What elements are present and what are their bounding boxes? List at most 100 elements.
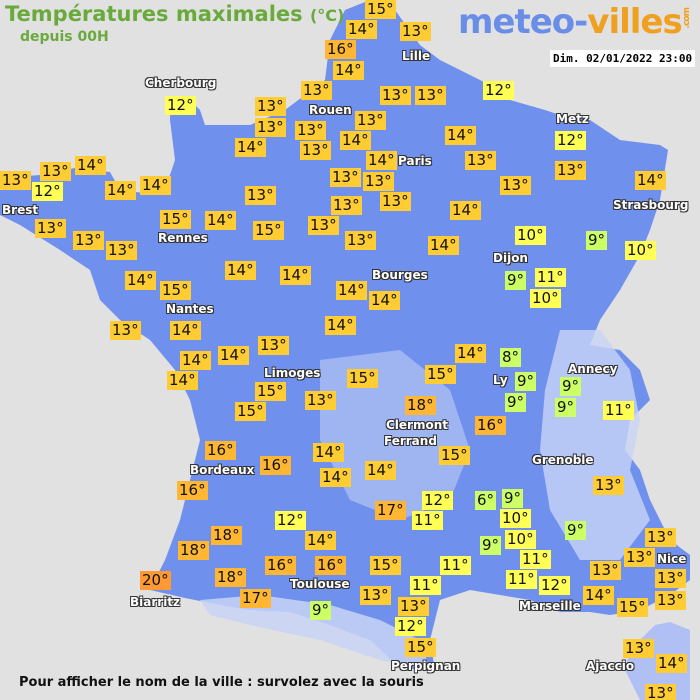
temperature-label[interactable]: 13° xyxy=(301,81,332,100)
temperature-label[interactable]: 9° xyxy=(555,398,577,417)
temperature-label[interactable]: 14° xyxy=(75,156,106,175)
temperature-label[interactable]: 16° xyxy=(325,40,356,59)
temperature-label[interactable]: 11° xyxy=(412,511,443,530)
temperature-label[interactable]: 13° xyxy=(398,597,429,616)
temperature-label[interactable]: 15° xyxy=(347,369,378,388)
temperature-label[interactable]: 14° xyxy=(218,346,249,365)
temperature-label[interactable]: 15° xyxy=(405,638,436,657)
temperature-label[interactable]: 14° xyxy=(428,236,459,255)
temperature-label[interactable]: 16° xyxy=(265,556,296,575)
temperature-label[interactable]: 13° xyxy=(415,86,446,105)
temperature-label[interactable]: 15° xyxy=(255,382,286,401)
temperature-label[interactable]: 13° xyxy=(106,241,137,260)
temperature-label[interactable]: 13° xyxy=(73,231,104,250)
temperature-label[interactable]: 14° xyxy=(125,271,156,290)
temperature-label[interactable]: 15° xyxy=(365,0,396,19)
temperature-label[interactable]: 14° xyxy=(346,20,377,39)
temperature-label[interactable]: 9° xyxy=(505,271,527,290)
temperature-label[interactable]: 12° xyxy=(165,96,196,115)
temperature-label[interactable]: 14° xyxy=(180,351,211,370)
temperature-label[interactable]: 6° xyxy=(475,491,497,510)
temperature-label[interactable]: 13° xyxy=(623,639,654,658)
temperature-label[interactable]: 15° xyxy=(160,210,191,229)
temperature-label[interactable]: 13° xyxy=(555,161,586,180)
temperature-label[interactable]: 14° xyxy=(340,131,371,150)
temperature-label[interactable]: 16° xyxy=(260,456,291,475)
temperature-label[interactable]: 9° xyxy=(480,536,502,555)
temperature-label[interactable]: 12° xyxy=(395,617,426,636)
temperature-label[interactable]: 15° xyxy=(370,556,401,575)
temperature-label[interactable]: 14° xyxy=(325,316,356,335)
temperature-label[interactable]: 13° xyxy=(655,591,686,610)
temperature-label[interactable]: 17° xyxy=(375,501,406,520)
temperature-label[interactable]: 20° xyxy=(140,571,171,590)
temperature-label[interactable]: 13° xyxy=(590,561,621,580)
temperature-label[interactable]: 12° xyxy=(275,511,306,530)
temperature-label[interactable]: 16° xyxy=(205,441,236,460)
temperature-label[interactable]: 15° xyxy=(425,365,456,384)
temperature-label[interactable]: 9° xyxy=(310,601,332,620)
temperature-label[interactable]: 13° xyxy=(330,168,361,187)
temperature-label[interactable]: 14° xyxy=(313,443,344,462)
temperature-label[interactable]: 13° xyxy=(255,97,286,116)
temperature-label[interactable]: 15° xyxy=(160,281,191,300)
temperature-label[interactable]: 13° xyxy=(400,22,431,41)
temperature-label[interactable]: 13° xyxy=(0,171,31,190)
temperature-label[interactable]: 14° xyxy=(635,171,666,190)
temperature-label[interactable]: 17° xyxy=(240,589,271,608)
temperature-label[interactable]: 14° xyxy=(656,654,687,673)
temperature-label[interactable]: 13° xyxy=(380,192,411,211)
temperature-label[interactable]: 10° xyxy=(515,226,546,245)
temperature-label[interactable]: 10° xyxy=(505,530,536,549)
temperature-label[interactable]: 11° xyxy=(603,401,634,420)
temperature-label[interactable]: 18° xyxy=(178,541,209,560)
temperature-label[interactable]: 13° xyxy=(624,548,655,567)
temperature-label[interactable]: 9° xyxy=(502,489,524,508)
temperature-label[interactable]: 13° xyxy=(308,216,339,235)
temperature-label[interactable]: 13° xyxy=(465,151,496,170)
temperature-label[interactable]: 11° xyxy=(535,268,566,287)
temperature-label[interactable]: 10° xyxy=(530,289,561,308)
temperature-label[interactable]: 13° xyxy=(305,391,336,410)
temperature-label[interactable]: 15° xyxy=(439,446,470,465)
temperature-label[interactable]: 13° xyxy=(360,586,391,605)
temperature-label[interactable]: 18° xyxy=(405,396,436,415)
temperature-label[interactable]: 14° xyxy=(235,138,266,157)
temperature-label[interactable]: 14° xyxy=(140,176,171,195)
temperature-label[interactable]: 13° xyxy=(655,569,686,588)
temperature-label[interactable]: 10° xyxy=(500,509,531,528)
temperature-label[interactable]: 9° xyxy=(515,372,537,391)
temperature-label[interactable]: 14° xyxy=(280,266,311,285)
meteo-villes-logo[interactable]: meteo-villes.com xyxy=(458,2,692,42)
temperature-label[interactable]: 13° xyxy=(363,172,394,191)
temperature-label[interactable]: 8° xyxy=(500,348,522,367)
temperature-label[interactable]: 18° xyxy=(211,526,242,545)
temperature-label[interactable]: 14° xyxy=(333,61,364,80)
temperature-label[interactable]: 13° xyxy=(500,176,531,195)
temperature-label[interactable]: 14° xyxy=(320,468,351,487)
temperature-label[interactable]: 11° xyxy=(440,556,471,575)
temperature-label[interactable]: 13° xyxy=(355,111,386,130)
temperature-label[interactable]: 14° xyxy=(105,181,136,200)
temperature-label[interactable]: 16° xyxy=(475,416,506,435)
temperature-label[interactable]: 14° xyxy=(205,211,236,230)
temperature-label[interactable]: 15° xyxy=(235,402,266,421)
temperature-label[interactable]: 9° xyxy=(505,393,527,412)
temperature-label[interactable]: 14° xyxy=(170,321,201,340)
temperature-label[interactable]: 11° xyxy=(506,570,537,589)
temperature-label[interactable]: 16° xyxy=(177,481,208,500)
temperature-label[interactable]: 12° xyxy=(483,81,514,100)
temperature-label[interactable]: 14° xyxy=(167,371,198,390)
temperature-label[interactable]: 9° xyxy=(560,377,582,396)
temperature-label[interactable]: 11° xyxy=(410,576,441,595)
temperature-label[interactable]: 12° xyxy=(539,576,570,595)
temperature-label[interactable]: 13° xyxy=(258,336,289,355)
temperature-label[interactable]: 13° xyxy=(35,219,66,238)
temperature-label[interactable]: 14° xyxy=(445,126,476,145)
temperature-label[interactable]: 16° xyxy=(315,556,346,575)
temperature-label[interactable]: 13° xyxy=(645,528,676,547)
temperature-label[interactable]: 18° xyxy=(215,568,246,587)
temperature-label[interactable]: 9° xyxy=(565,521,587,540)
temperature-label[interactable]: 11° xyxy=(520,550,551,569)
temperature-label[interactable]: 14° xyxy=(365,461,396,480)
